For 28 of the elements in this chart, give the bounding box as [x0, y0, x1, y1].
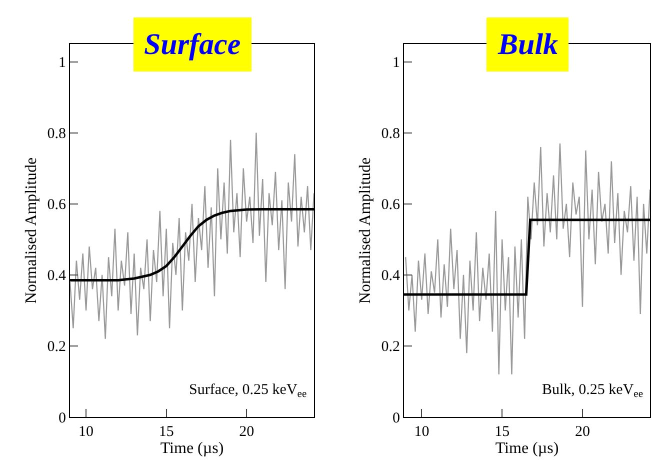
y-tick-label: 0 [392, 410, 400, 426]
y-tick-label: 0.6 [47, 197, 66, 214]
x-tick-label: 20 [239, 424, 254, 440]
y-tick-label: 1 [58, 55, 66, 72]
x-axis-title: Time (µs) [160, 440, 224, 457]
y-axis-title: Normalised Amplitude [23, 157, 40, 304]
annotation: Bulk, 0.25 keV$_{ee}$ [542, 382, 644, 400]
y-tick-label: 0.4 [381, 268, 400, 284]
x-tick-label: 10 [78, 424, 94, 440]
line-series [405, 142, 650, 375]
x-tick-label: 15 [158, 424, 174, 440]
y-tick-label: 0.8 [381, 126, 400, 142]
y-tick-label: 1 [392, 55, 400, 72]
x-axis-title: Time (µs) [495, 440, 559, 457]
x-tick-label: 15 [494, 424, 510, 440]
y-tick-label: 0.8 [47, 126, 66, 142]
y-tick-label: 0 [58, 410, 66, 426]
line-series [70, 132, 314, 340]
y-axis-title: Normalised Amplitude [357, 157, 374, 304]
annotation: Surface, 0.25 keV$_{ee}$ [189, 382, 307, 400]
x-tick-label: 10 [414, 424, 430, 440]
x-tick-label: 20 [574, 424, 590, 440]
chart-title: Bulk [497, 28, 558, 61]
y-tick-label: 0.4 [47, 268, 66, 284]
chart-title: Surface [144, 28, 241, 61]
y-tick-label: 0.6 [381, 197, 400, 214]
y-tick-label: 0.2 [47, 339, 66, 356]
y-tick-label: 0.2 [381, 339, 400, 356]
